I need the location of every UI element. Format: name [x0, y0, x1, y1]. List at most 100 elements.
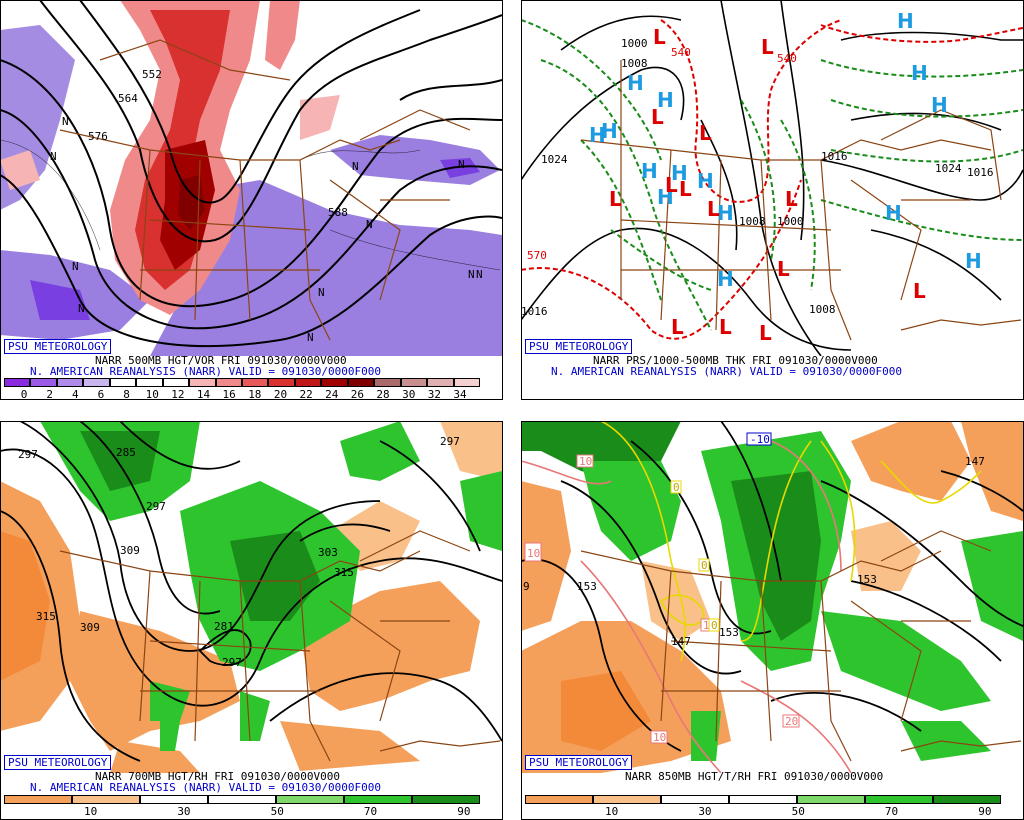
isobar-label: 1008 [739, 215, 766, 228]
colorbar-tick-label: 10 [145, 388, 159, 401]
contour-label: 297 [146, 500, 166, 513]
high-pressure-marker: H [911, 61, 928, 85]
temp-label-box: 10 [650, 730, 668, 744]
min-marker: N [307, 331, 314, 344]
isobar-label: 1016 [967, 166, 994, 179]
low-pressure-marker: L [913, 279, 926, 303]
colorbar-swatch [83, 378, 110, 387]
colorbar [4, 378, 480, 387]
colorbar-tick-label: 10 [84, 805, 98, 818]
high-pressure-marker: H [627, 71, 644, 95]
temp-label-box: 0 [698, 558, 710, 572]
svg-text:0: 0 [701, 559, 708, 572]
isobar-label: 1000 [621, 37, 648, 50]
contour-label: 147 [965, 455, 985, 468]
temp-label-box: 10 [524, 542, 542, 562]
low-pressure-marker: L [653, 25, 666, 49]
high-pressure-marker: H [897, 9, 914, 33]
colorbar-tick-label: 90 [457, 805, 471, 818]
colorbar-tick-label: 0 [20, 388, 28, 401]
colorbar-labels: 0 2 4 6 8 10 12 14 16 18 20 22 24 26 28 30 32 34 [4, 388, 480, 401]
isobar-label: 1008 [809, 303, 836, 316]
low-pressure-marker: L [761, 35, 774, 59]
colorbar-swatch [729, 795, 797, 804]
chart-title: NARR 500MB HGT/VOR FRI 091030/0000V000 [95, 354, 347, 367]
colorbar-tick-label: 22 [299, 388, 313, 401]
colorbar-swatch [412, 795, 480, 804]
isobar-label: 1000 [777, 215, 804, 228]
map-500mb-vorticity: 552 564 576 588 N N N N N N N N N N N [0, 0, 502, 356]
colorbar-swatch [933, 795, 1001, 804]
contour-label: 153 [719, 626, 739, 639]
high-pressure-marker: H [931, 93, 948, 117]
colorbar-swatch [865, 795, 933, 804]
colorbar-swatch [427, 378, 454, 387]
low-pressure-marker: L [707, 197, 720, 221]
contour-label: 9 [523, 580, 530, 593]
panel-pressure-thickness: 1000 1008 1016 1024 1008 1000 1016 1024 … [521, 0, 1023, 398]
contour-label: 552 [142, 68, 162, 81]
colorbar [525, 795, 1001, 804]
colorbar-labels: 10 30 50 70 90 [4, 805, 480, 818]
colorbar-swatch [30, 378, 57, 387]
low-pressure-marker: L [665, 173, 678, 197]
colorbar-swatch [453, 378, 480, 387]
min-marker: N [62, 115, 69, 128]
contour-label: 303 [318, 546, 338, 559]
colorbar-swatch [72, 795, 140, 804]
low-pressure-marker: L [719, 315, 732, 339]
thickness-label: 540 [671, 46, 691, 59]
low-pressure-marker: L [759, 321, 772, 345]
colorbar-swatch [797, 795, 865, 804]
credit-label: PSU METEOROLOGY [525, 755, 633, 770]
min-marker: N [352, 160, 359, 173]
credit-label: PSU METEOROLOGY [4, 339, 112, 354]
map-700mb-humidity: 297 285 297 309 315 309 281 297 303 315 … [0, 421, 502, 773]
contour-label: 309 [80, 621, 100, 634]
high-pressure-marker: H [965, 249, 982, 273]
contour-label: 588 [328, 206, 348, 219]
colorbar-swatch [321, 378, 348, 387]
colorbar-tick-label: 34 [453, 388, 467, 401]
contour-label: 309 [120, 544, 140, 557]
colorbar-swatch [374, 378, 401, 387]
high-pressure-marker: H [885, 201, 902, 225]
svg-text:0: 0 [711, 619, 718, 632]
colorbar-swatch [109, 378, 137, 387]
colorbar-tick-label: 32 [427, 388, 441, 401]
colorbar-tick-label: 12 [171, 388, 185, 401]
isobar-label: 1016 [521, 305, 548, 318]
min-marker: N [72, 260, 79, 273]
colorbar-tick-label: 16 [222, 388, 236, 401]
colorbar-tick-label: 26 [350, 388, 365, 401]
min-marker: N [78, 302, 85, 315]
colorbar-tick-label: 24 [325, 388, 339, 401]
colorbar-tick-label: 30 [177, 805, 191, 818]
colorbar-swatch [344, 795, 412, 804]
thickness-label: 570 [527, 249, 547, 262]
credit-label: PSU METEOROLOGY [4, 755, 112, 770]
colorbar-tick-label: 90 [978, 805, 992, 818]
low-pressure-marker: L [671, 315, 684, 339]
colorbar-tick-label: 6 [97, 388, 105, 401]
colorbar-swatch [400, 378, 428, 387]
svg-text:10: 10 [653, 731, 666, 744]
colorbar-tick-label: 2 [46, 388, 53, 401]
chart-subtitle: N. AMERICAN REANALYSIS (NARR) VALID = 09… [30, 781, 381, 794]
temp-label-box: 0 [670, 480, 682, 494]
contour-label: 285 [116, 446, 136, 459]
svg-text:10: 10 [579, 455, 592, 468]
high-pressure-marker: H [717, 201, 734, 225]
colorbar-tick-label: 20 [273, 388, 288, 401]
colorbar-swatch [208, 795, 276, 804]
colorbar-swatch [242, 378, 269, 387]
temp-label-box: 0 [708, 618, 720, 632]
colorbar [4, 795, 480, 804]
colorbar-tick-label: 28 [376, 388, 390, 401]
isobar-label: 1016 [821, 150, 848, 163]
colorbar-tick-label: 8 [123, 388, 130, 401]
colorbar-tick-label: 70 [363, 805, 378, 818]
panel-850mb-temp-humidity: 147 153 153 147 153 9 -10 10 0 0 10 20 [521, 421, 1023, 819]
min-marker: N [476, 268, 483, 281]
high-pressure-marker: H [717, 267, 734, 291]
